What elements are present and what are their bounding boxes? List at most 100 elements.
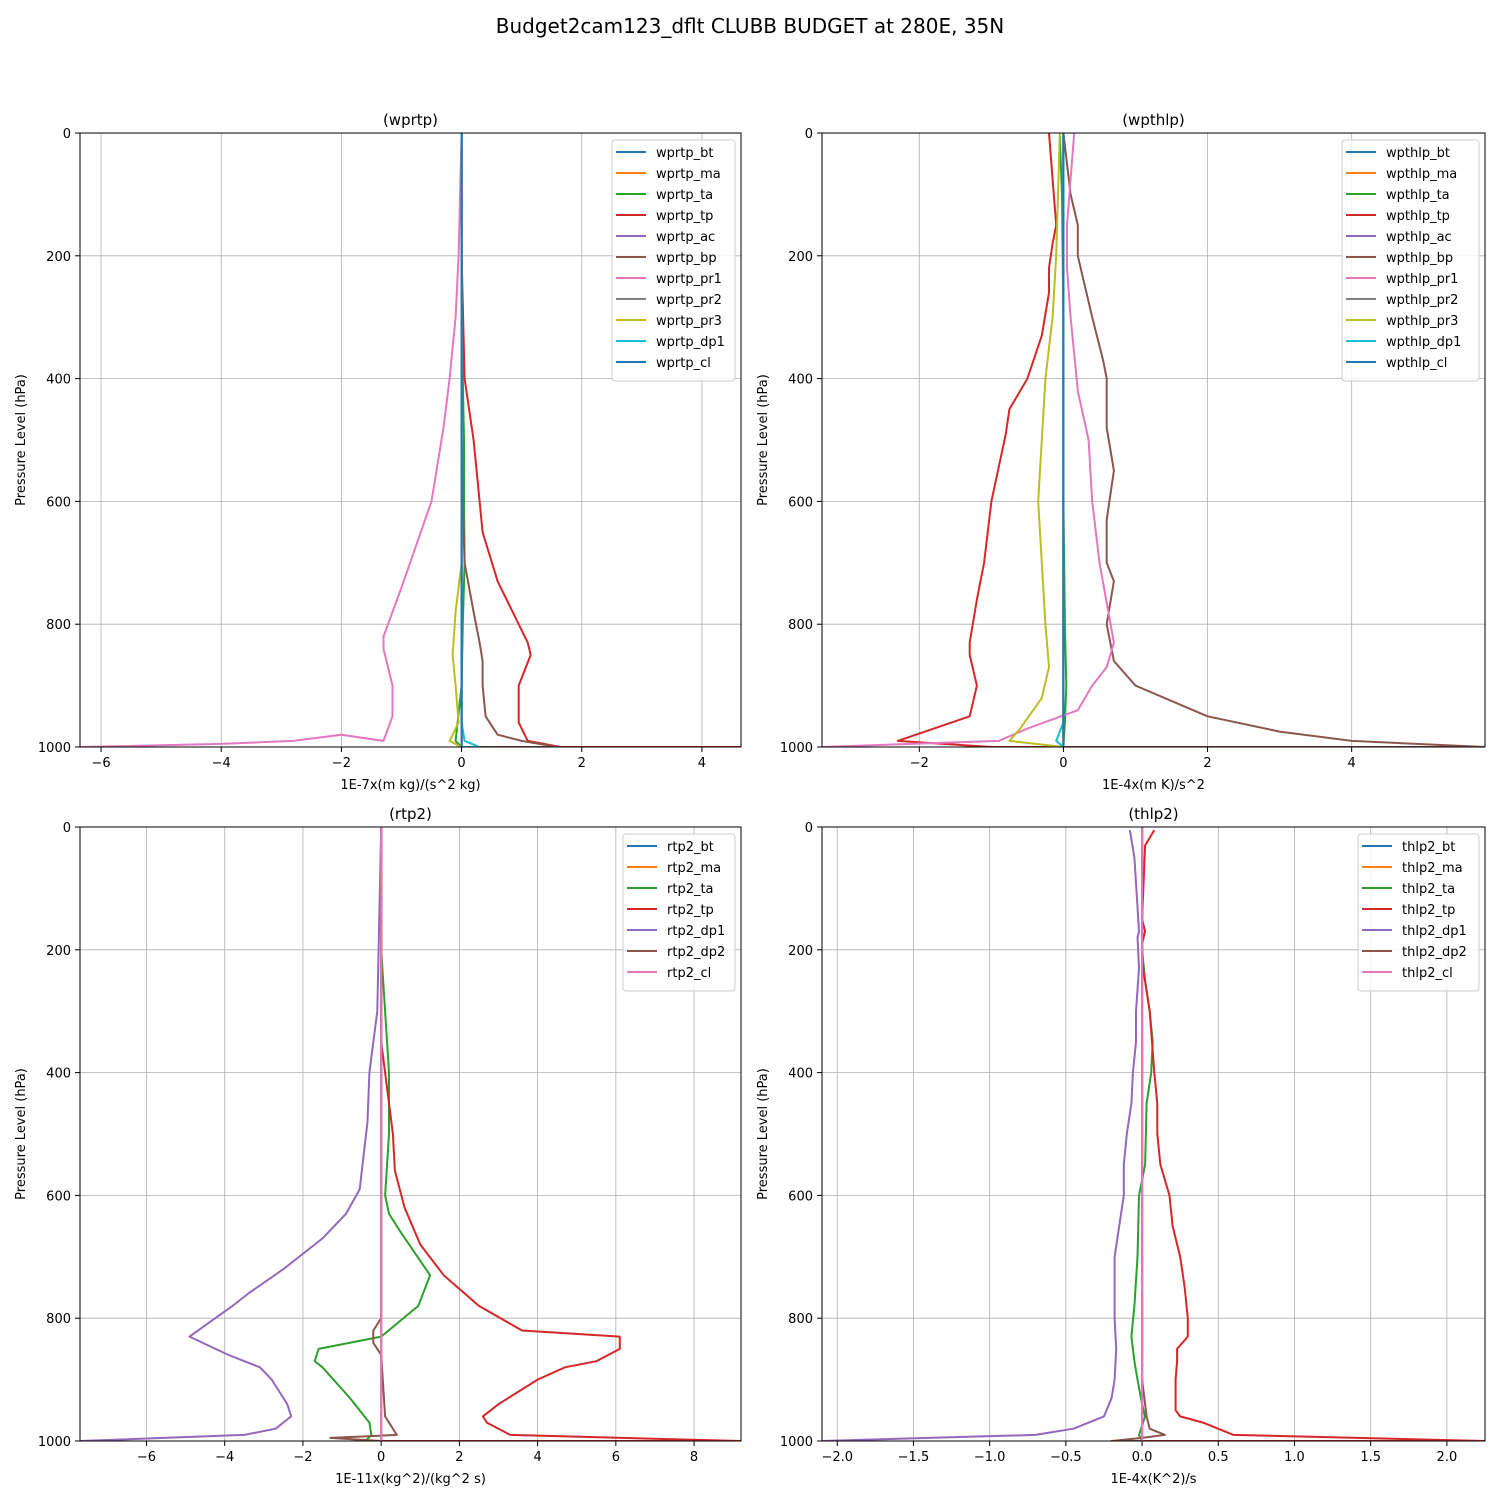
x-tick-label: −6 — [137, 1450, 156, 1465]
y-tick-label: 800 — [788, 618, 813, 633]
legend-label: wpthlp_bp — [1386, 251, 1453, 266]
x-tick-label: 4 — [1348, 756, 1356, 771]
x-tick-label: −4 — [212, 756, 231, 771]
x-tick-label: −2 — [293, 1450, 312, 1465]
legend: wprtp_bt wprtp_ma wprtp_ta wprtp_tp wprtp_ac… — [611, 139, 736, 382]
x-tick-label: −2 — [910, 756, 929, 771]
legend: wpthlp_bt wpthlp_ma wpthlp_ta wpthlp_tpwpth… — [1341, 139, 1480, 382]
y-tick-label: 200 — [788, 250, 813, 265]
y-tick-label: 0 — [63, 821, 71, 836]
y-tick-label: 600 — [788, 1189, 813, 1204]
y-tick-label: 400 — [788, 373, 813, 388]
legend-label: wpthlp_ta — [1386, 188, 1450, 203]
series-line-wpthlp_pr1 — [822, 133, 1115, 747]
legend-label: thlp2_bt — [1402, 840, 1455, 855]
legend-label: thlp2_ta — [1402, 882, 1455, 897]
legend-label: wpthlp_cl — [1386, 356, 1447, 371]
x-tick-label: −1.0 — [974, 1450, 1006, 1465]
legend-label: thlp2_tp — [1402, 903, 1455, 918]
y-tick-label: 400 — [788, 1067, 813, 1082]
legend-label: wprtp_ac — [656, 230, 715, 245]
y-tick-label: 800 — [788, 1312, 813, 1327]
legend-label: wpthlp_tp — [1386, 209, 1450, 224]
series-line-rtp2_tp — [380, 827, 741, 1441]
y-tick-label: 1000 — [38, 741, 71, 756]
series-line-thlp2_dp1 — [822, 829, 1140, 1441]
legend-label: rtp2_cl — [667, 966, 711, 981]
legend-label: wprtp_bp — [656, 251, 717, 266]
x-tick-label: 0 — [377, 1450, 385, 1465]
y-tick-label: 1000 — [780, 1435, 813, 1450]
legend: thlp2_bt thlp2_ma thlp2_ta thlp2_tp thlp2_dp… — [1357, 833, 1480, 992]
x-tick-label: 0.0 — [1132, 1450, 1153, 1465]
panel-2: −6 −4 −2 0 2 4 6 8 0 200 400 600 800 1000 (rtp2) 1E-11x… — [14, 805, 742, 1487]
legend-label: wprtp_ta — [656, 188, 713, 203]
y-tick-label: 0 — [805, 127, 813, 142]
legend-label: rtp2_bt — [667, 840, 714, 855]
x-tick-label: 0.5 — [1208, 1450, 1229, 1465]
legend: rtp2_bt rtp2_ma rtp2_ta rtp2_tp rtp2_dp1 rtp2… — [622, 833, 736, 992]
figure-title: Budget2cam123_dflt CLUBB BUDGET at 280E,… — [495, 14, 1005, 38]
x-tick-label: 2 — [1203, 756, 1211, 771]
legend-label: thlp2_cl — [1402, 966, 1453, 981]
series-line-rtp2_dp2 — [329, 827, 398, 1441]
series-line-wprtp_pr1 — [80, 133, 463, 747]
series-line-rtp2_dp1 — [80, 827, 383, 1441]
legend-label: wpthlp_dp1 — [1386, 335, 1461, 350]
x-tick-label: 6 — [612, 1450, 620, 1465]
legend-label: wpthlp_pr2 — [1386, 293, 1458, 308]
legend-box — [1341, 139, 1480, 382]
legend-label: rtp2_tp — [667, 903, 714, 918]
legend-label: wpthlp_pr3 — [1386, 314, 1458, 329]
y-tick-label: 0 — [63, 127, 71, 142]
series-group — [822, 827, 1485, 1441]
legend-label: wpthlp_bt — [1386, 146, 1450, 161]
series-line-rtp2_ta — [313, 827, 432, 1441]
y-tick-label: 200 — [788, 944, 813, 959]
legend-label: wprtp_ma — [656, 167, 721, 182]
x-axis-label: 1E-11x(kg^2)/(kg^2 s) — [335, 1472, 486, 1487]
y-axis-label: Pressure Level (hPa) — [14, 374, 29, 506]
axes-frame — [79, 132, 742, 748]
x-tick-label: 1.0 — [1284, 1450, 1305, 1465]
x-tick-label: 2 — [455, 1450, 463, 1465]
x-tick-label: 2 — [578, 756, 586, 771]
y-tick-label: 400 — [46, 1067, 71, 1082]
series-line-wpthlp_pr3 — [1008, 133, 1064, 747]
x-axis-label: 1E-7x(m kg)/(s^2 kg) — [340, 778, 480, 793]
legend-label: wprtp_tp — [656, 209, 713, 224]
x-tick-label: −0.5 — [1050, 1450, 1082, 1465]
y-tick-label: 200 — [46, 250, 71, 265]
x-tick-label: 2.0 — [1437, 1450, 1458, 1465]
x-tick-label: −2 — [332, 756, 351, 771]
y-axis-label: Pressure Level (hPa) — [756, 1068, 771, 1200]
series-line-wpthlp_bp — [1062, 133, 1485, 747]
y-tick-label: 600 — [46, 495, 71, 510]
x-tick-label: −1.5 — [898, 1450, 930, 1465]
x-tick-label: −2.0 — [821, 1450, 853, 1465]
panel-title: (rtp2) — [389, 805, 432, 823]
y-tick-label: 600 — [46, 1189, 71, 1204]
x-axis-label: 1E-4x(K^2)/s — [1110, 1472, 1196, 1487]
x-tick-label: −6 — [91, 756, 110, 771]
x-tick-label: 4 — [533, 1450, 541, 1465]
series-line-wpthlp_tp — [896, 133, 1064, 747]
legend-label: wpthlp_pr1 — [1386, 272, 1458, 287]
panel-title: (wprtp) — [383, 111, 438, 129]
legend-label: wprtp_pr1 — [656, 272, 722, 287]
y-tick-label: 1000 — [38, 1435, 71, 1450]
panel-title: (wpthlp) — [1122, 111, 1185, 129]
x-tick-label: −4 — [215, 1450, 234, 1465]
series-group — [80, 133, 741, 747]
y-tick-label: 1000 — [780, 741, 813, 756]
series-group — [80, 827, 741, 1441]
y-tick-label: 200 — [46, 944, 71, 959]
legend-label: wprtp_pr2 — [656, 293, 722, 308]
panel-3: −2.0 −1.5 −1.0 −0.5 0.0 0.5 1.0 1.5 2.0 0 200 400 60… — [756, 805, 1486, 1487]
panel-0: −6 −4 −2 0 2 4 0 200 400 600 800 1000 (wprtp) 1E-7x(m… — [14, 111, 742, 793]
panel-title: (thlp2) — [1128, 805, 1178, 823]
x-tick-label: 1.5 — [1360, 1450, 1381, 1465]
y-axis-label: Pressure Level (hPa) — [14, 1068, 29, 1200]
x-axis-label: 1E-4x(m K)/s^2 — [1102, 778, 1205, 793]
